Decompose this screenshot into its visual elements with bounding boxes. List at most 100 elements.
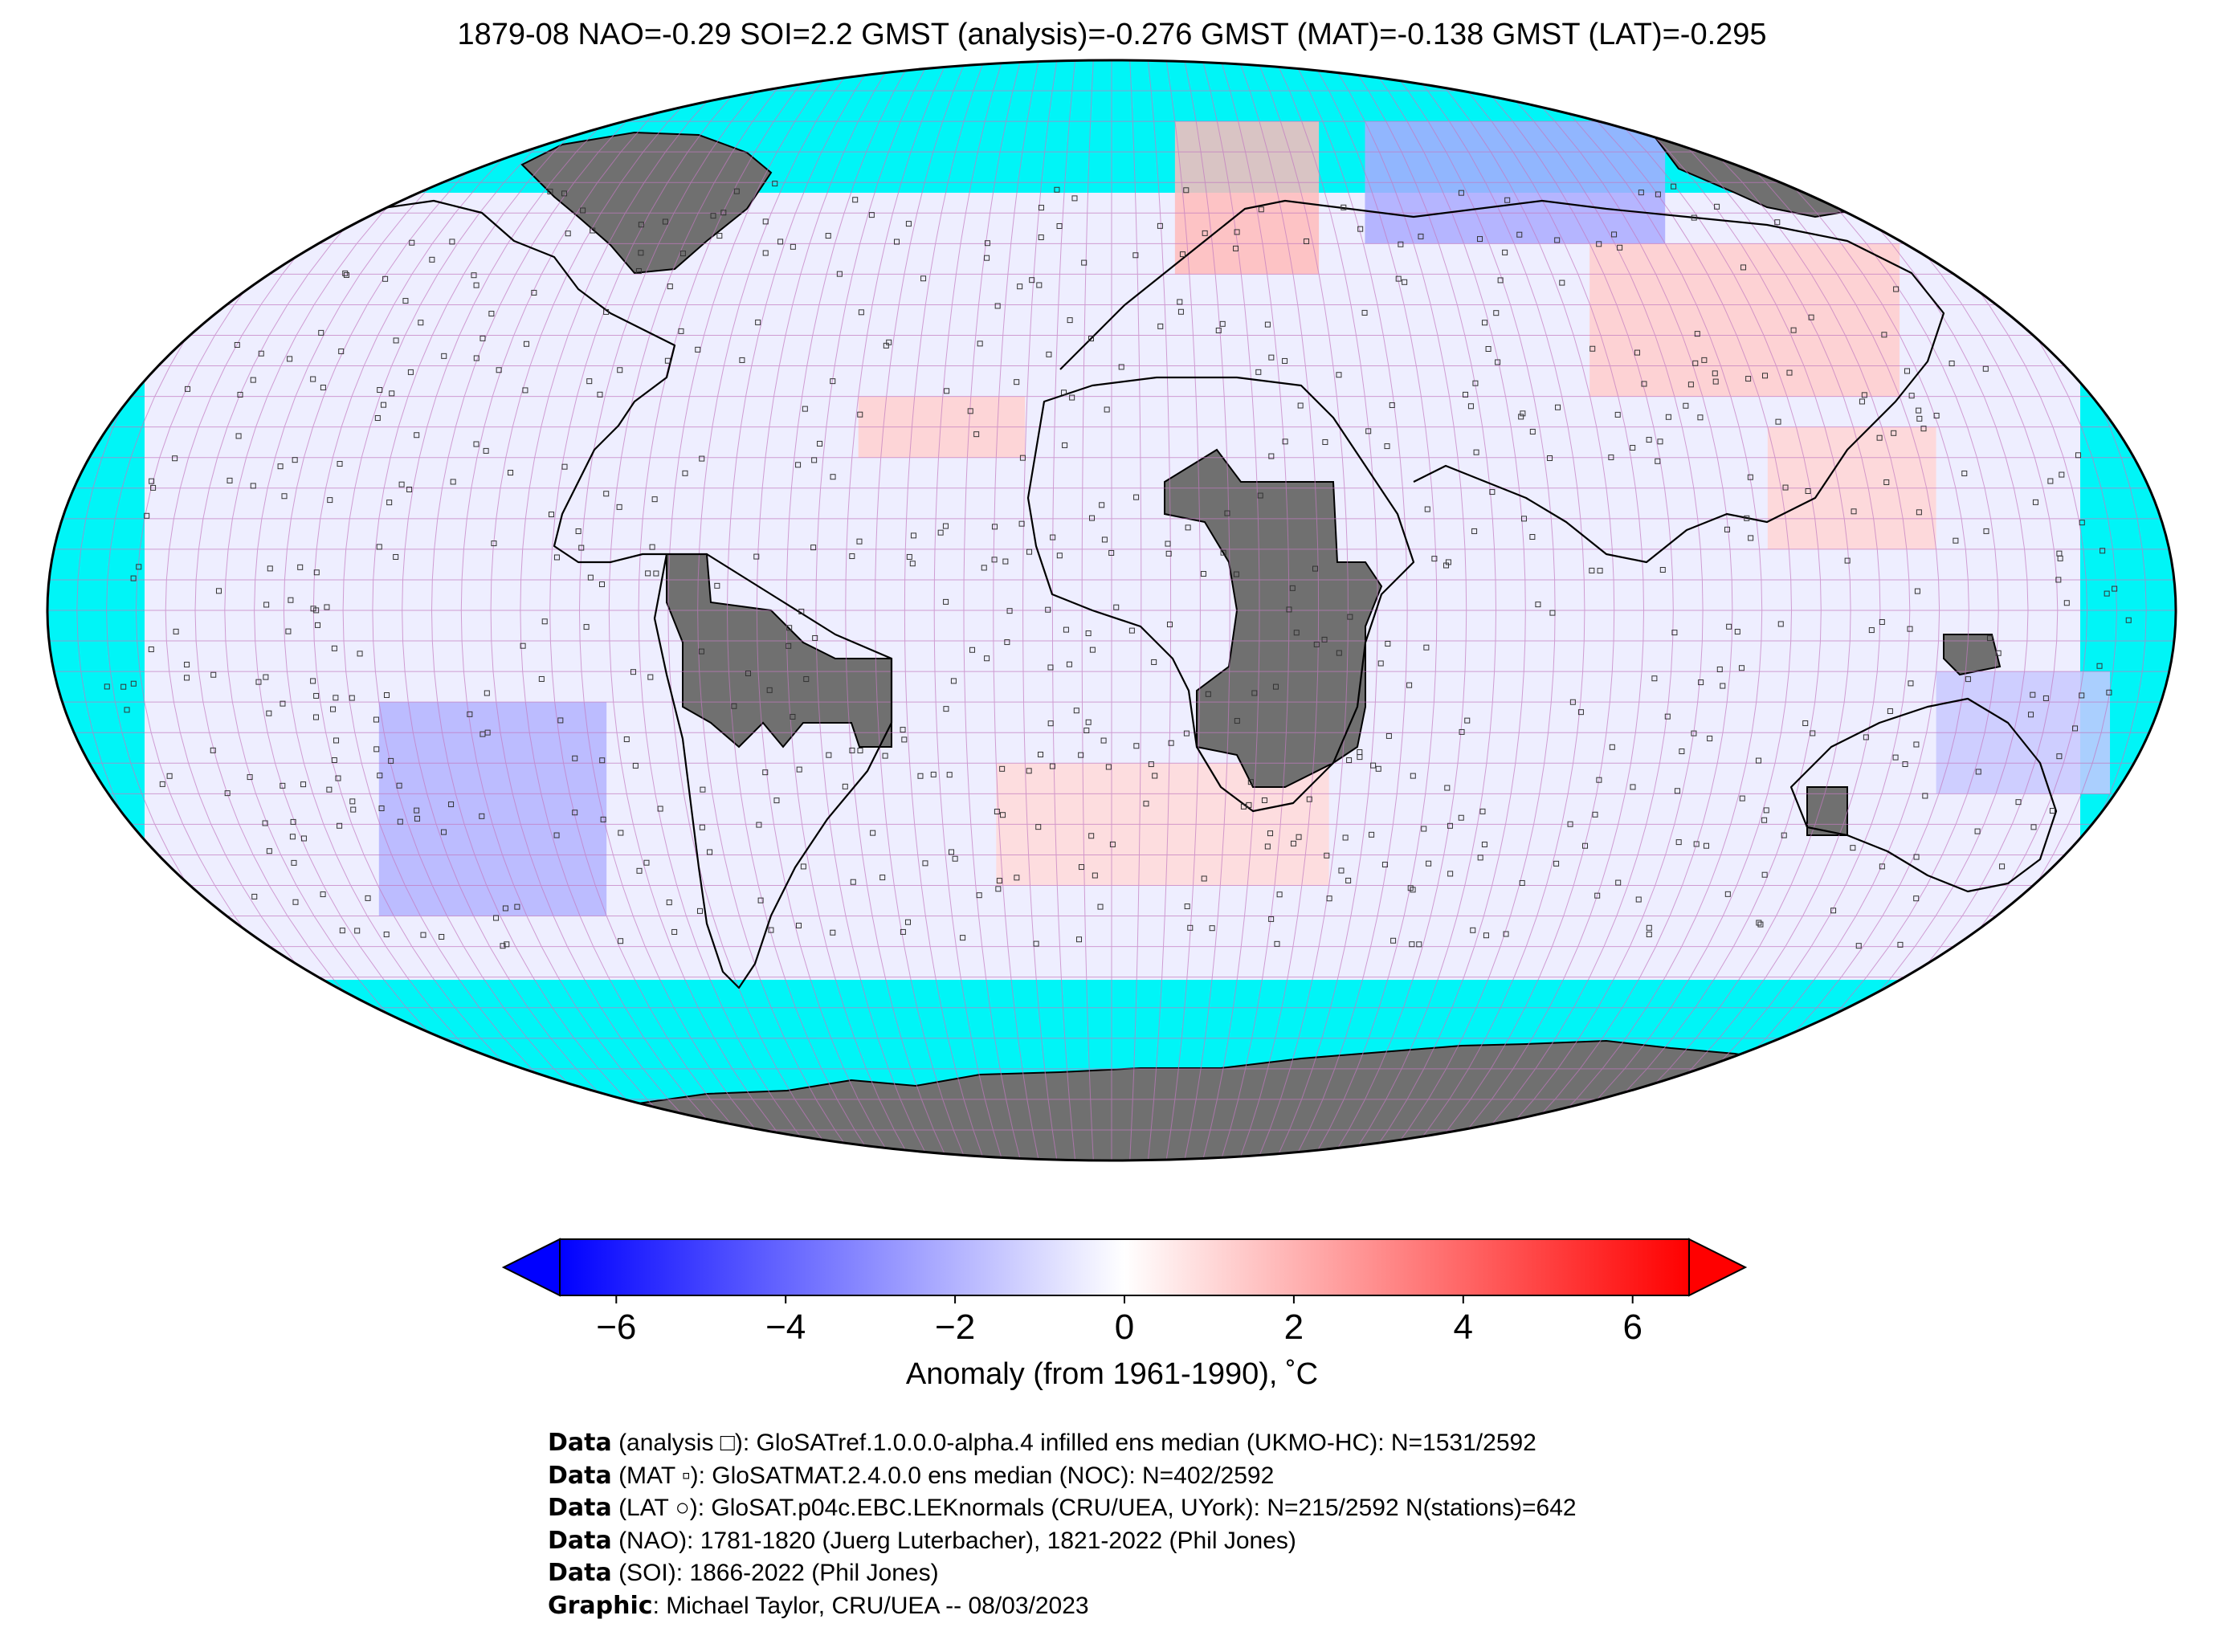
observation-marker xyxy=(1868,627,1875,634)
observation-marker xyxy=(858,309,864,316)
graticule xyxy=(47,60,2176,1160)
observation-marker xyxy=(1282,357,1288,364)
observation-marker xyxy=(1914,588,1920,594)
observation-marker xyxy=(313,569,320,576)
observation-marker xyxy=(398,481,405,487)
graticule-meridian xyxy=(1293,60,1408,1160)
observation-marker xyxy=(1844,557,1851,564)
observation-marker xyxy=(1165,540,1171,547)
observation-marker xyxy=(810,545,817,551)
observation-marker xyxy=(1347,614,1353,620)
observation-marker xyxy=(1109,841,1116,847)
observation-marker xyxy=(185,385,191,392)
observation-marker xyxy=(1375,765,1381,772)
observation-marker xyxy=(263,674,269,680)
observation-marker xyxy=(1336,372,1342,378)
observation-marker xyxy=(679,251,686,257)
observation-marker xyxy=(796,766,802,773)
observation-marker xyxy=(1697,414,1704,421)
observation-marker xyxy=(755,319,761,325)
observation-marker xyxy=(909,561,916,567)
observation-marker xyxy=(1707,736,1713,742)
eurasia-coast xyxy=(1059,199,1945,564)
observation-marker xyxy=(1477,855,1483,861)
observation-marker xyxy=(1073,708,1079,714)
observation-marker xyxy=(599,757,606,764)
observation-marker xyxy=(671,928,678,935)
observation-marker xyxy=(1118,364,1124,370)
observation-marker xyxy=(553,554,560,561)
observation-marker xyxy=(479,335,486,341)
observation-marker xyxy=(1655,191,1661,198)
observation-marker xyxy=(1215,327,1222,333)
observation-marker xyxy=(1965,676,1971,683)
observation-marker xyxy=(1883,479,1890,485)
observation-marker xyxy=(1418,233,1424,239)
observation-marker xyxy=(1148,761,1154,768)
observation-marker xyxy=(561,463,568,470)
observation-marker xyxy=(557,717,564,724)
observation-marker xyxy=(1913,895,1920,902)
observation-marker xyxy=(1406,682,1413,688)
observation-marker xyxy=(1879,863,1885,870)
observation-marker xyxy=(882,753,888,759)
observation-marker xyxy=(1251,690,1258,696)
africa-coast xyxy=(1026,376,1415,813)
observation-marker xyxy=(1724,526,1730,532)
observation-marker xyxy=(2015,799,2022,806)
observation-marker xyxy=(1986,635,1993,642)
observation-marker xyxy=(2057,555,2063,561)
graticule-meridian xyxy=(1530,60,1793,1160)
observation-marker xyxy=(1177,308,1184,315)
graticule-meridian xyxy=(1022,60,1058,1160)
observation-marker xyxy=(682,470,688,476)
observation-marker xyxy=(666,899,672,906)
observation-marker xyxy=(1503,931,1509,937)
observation-marker xyxy=(1220,549,1226,556)
graticule-meridian xyxy=(1549,60,1822,1160)
observation-marker xyxy=(2125,617,2132,623)
observation-marker xyxy=(1630,784,1636,790)
observation-marker xyxy=(2047,478,2054,484)
observation-marker xyxy=(2056,753,2063,760)
observation-marker xyxy=(149,478,155,484)
observation-marker xyxy=(1665,414,1671,420)
observation-marker xyxy=(830,378,836,385)
observation-marker xyxy=(338,348,345,354)
observation-marker xyxy=(2096,663,2103,669)
observation-marker xyxy=(1485,345,1492,352)
graticule-meridian xyxy=(1051,60,1076,1160)
observation-marker xyxy=(1088,833,1095,839)
observation-marker xyxy=(1589,567,1595,573)
observation-marker xyxy=(1716,666,1723,672)
graticule-meridian xyxy=(1658,60,1999,1160)
observation-marker xyxy=(548,512,554,518)
observation-marker xyxy=(901,736,908,743)
observation-marker xyxy=(1062,442,1068,448)
observation-marker xyxy=(969,647,976,653)
observation-marker xyxy=(380,402,386,408)
observation-marker xyxy=(1761,871,1768,878)
observation-marker xyxy=(578,545,585,551)
observation-marker xyxy=(1395,275,1402,282)
observation-marker xyxy=(1324,852,1330,859)
observation-marker xyxy=(1100,737,1107,744)
observation-marker xyxy=(1975,769,1981,775)
observation-marker xyxy=(1744,515,1750,521)
observation-marker xyxy=(1489,489,1496,496)
observation-marker xyxy=(337,461,343,467)
observation-marker xyxy=(991,557,998,563)
observation-marker xyxy=(1410,773,1416,779)
observation-marker xyxy=(1099,502,1105,508)
graticule-meridian xyxy=(815,60,930,1160)
observation-marker xyxy=(1651,675,1658,682)
observation-marker xyxy=(662,218,668,225)
observation-marker xyxy=(104,683,110,690)
observation-marker xyxy=(906,553,912,560)
observation-marker xyxy=(210,671,217,678)
observation-marker xyxy=(373,716,379,723)
observation-marker xyxy=(365,895,371,901)
observation-marker xyxy=(600,816,606,822)
observation-marker xyxy=(1444,785,1451,791)
